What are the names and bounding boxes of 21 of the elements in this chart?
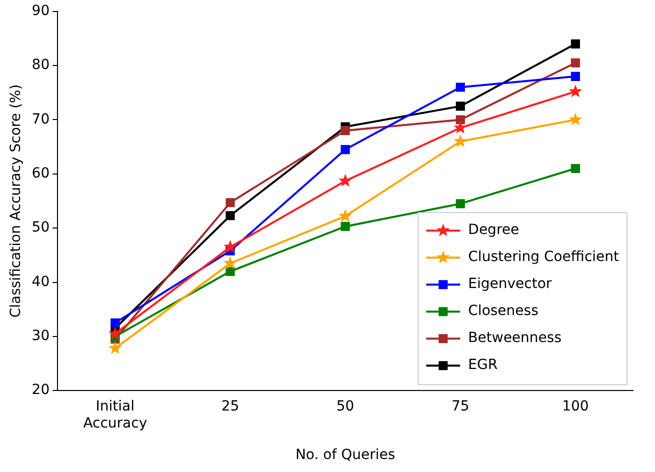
y-tick-label: 40 xyxy=(32,274,50,290)
y-tick-label: 80 xyxy=(32,57,50,74)
y-tick-label: 50 xyxy=(32,220,50,236)
x-tick-label: 25 xyxy=(221,398,240,415)
legend-label: EGR xyxy=(468,357,498,374)
x-tick-label: 100 xyxy=(562,398,589,415)
legend-label: Closeness xyxy=(468,303,538,320)
legend-label: Degree xyxy=(468,222,520,238)
x-tick-label: Initial Accuracy xyxy=(83,398,148,432)
x-tick-label: 75 xyxy=(451,398,470,415)
y-axis-title: Classification Accuracy Score (%) xyxy=(8,84,24,318)
y-tick-label: 30 xyxy=(32,328,50,344)
y-tick-label: 90 xyxy=(32,3,50,20)
x-axis-title: No. of Queries xyxy=(295,447,396,464)
y-tick-label: 60 xyxy=(32,166,50,182)
y-tick-label: 20 xyxy=(32,382,50,398)
x-tick-label: 50 xyxy=(336,398,354,415)
legend-label: Clustering Coefficient xyxy=(468,249,620,266)
legend-label: Betweenness xyxy=(468,330,562,346)
legend-label: Eigenvector xyxy=(468,276,552,292)
y-tick-label: 70 xyxy=(32,111,50,128)
